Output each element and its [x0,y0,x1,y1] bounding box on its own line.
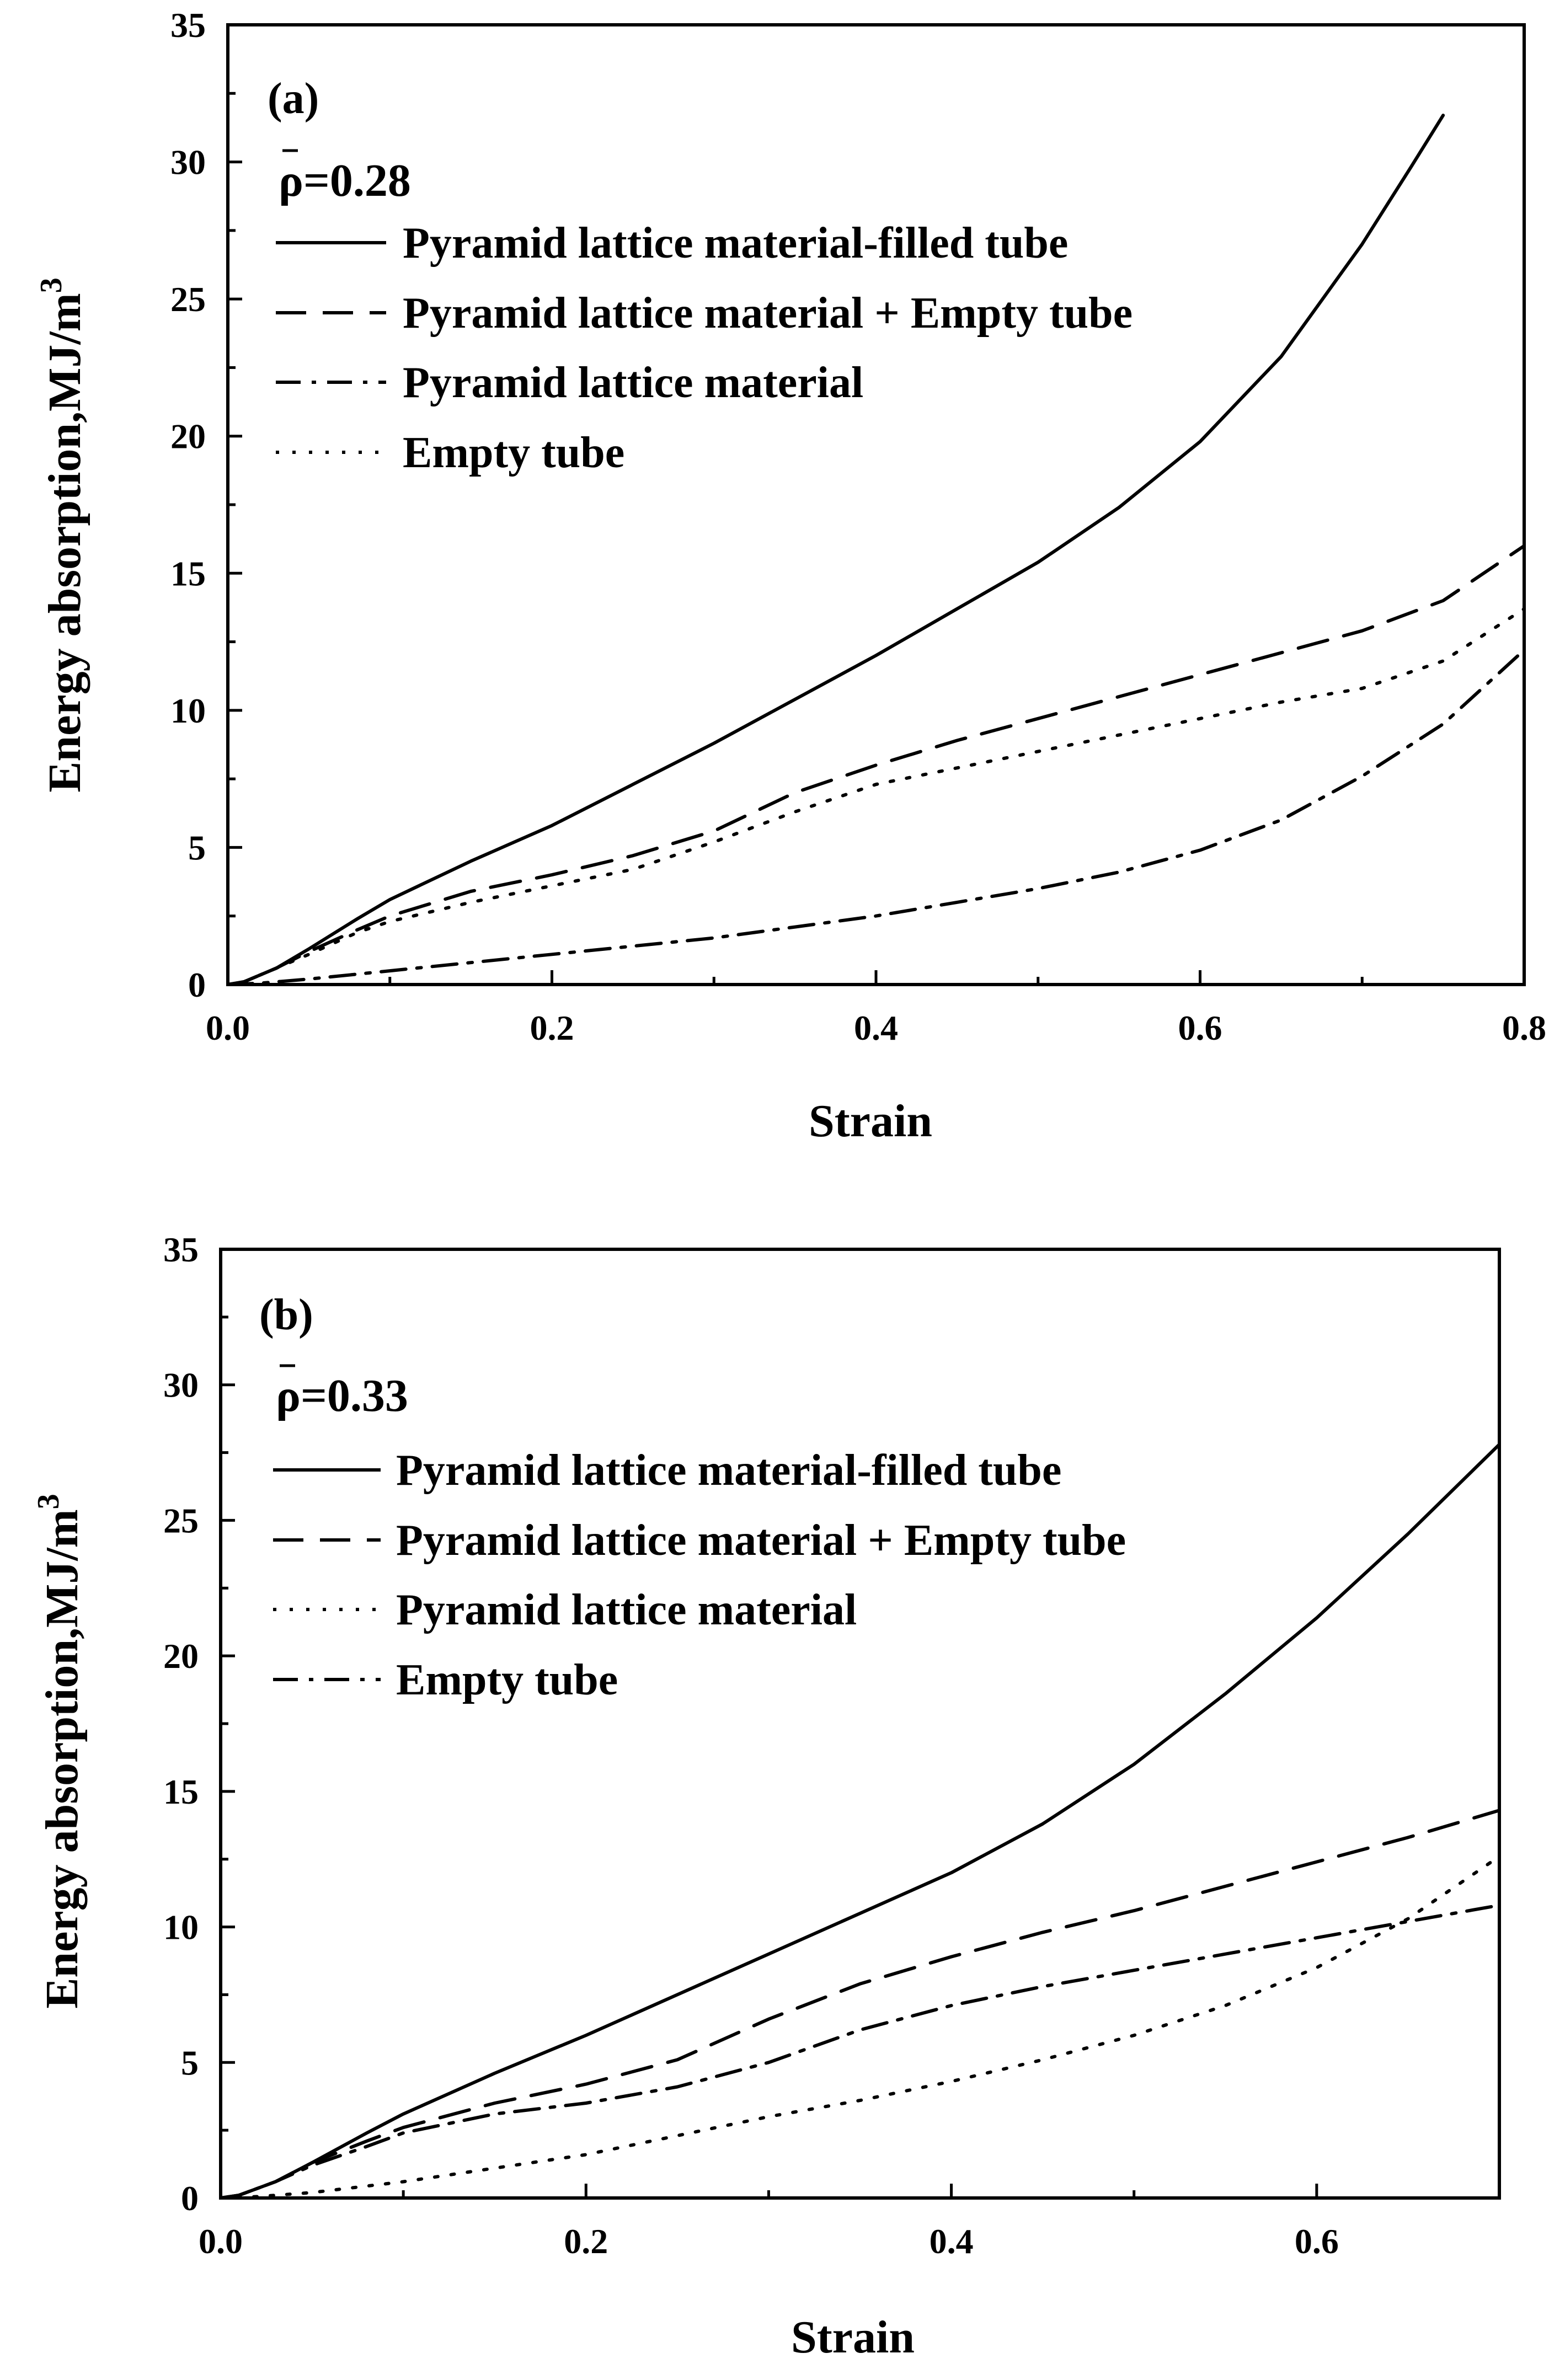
y-tick-label: 0 [181,2179,199,2218]
legend-label-empty-tube: Empty tube [396,1656,618,1704]
x-tick-label: 0.2 [530,1008,574,1047]
panel-b-series [219,1442,1501,2200]
y-tick-label: 0 [188,965,206,1004]
series-line-dashed [219,1809,1501,2200]
series-line-dashdot [219,1903,1501,2200]
y-axis-title-superscript: 3 [31,1494,66,1509]
chart-panel-b: 0 5 10 15 20 25 30 35 0.0 0.2 0.4 0.6 St… [31,1230,1501,2363]
y-tick-label: 25 [170,280,206,319]
legend-label-lattice-plus-empty: Pyramid lattice material + Empty tube [403,289,1133,338]
panel-a-x-axis-title: Strain [809,1095,932,1147]
panel-a-plot-frame [226,23,1526,986]
series-line-dotted [219,1854,1501,2200]
density-symbol: ρ [276,1370,301,1421]
legend-label-lattice: Pyramid lattice material [396,1586,857,1634]
series-line-dashed [226,544,1526,986]
legend-label-filled-tube: Pyramid lattice material-filled tube [396,1446,1061,1495]
y-tick-label: 10 [170,691,206,730]
panel-b-density-label: ρ=0.33 [276,1370,408,1421]
x-tick-label: 0.4 [930,2222,974,2261]
panel-b-label: (b) [259,1291,313,1339]
x-tick-label: 0.0 [206,1008,250,1047]
panel-a-series [226,114,1526,986]
y-tick-label: 10 [163,1908,199,1947]
panel-b-x-axis-title: Strain [791,2312,915,2363]
series-line-dotted [226,607,1526,986]
x-tick-label: 0.4 [854,1008,898,1047]
panel-a-label: (a) [268,74,319,123]
panel-b-legend: Pyramid lattice material-filled tube Pyr… [273,1446,1126,1704]
y-tick-label: 35 [163,1230,199,1269]
legend-label-lattice-plus-empty: Pyramid lattice material + Empty tube [396,1516,1126,1565]
series-line-dashdot [226,648,1526,986]
y-tick-label: 5 [181,2043,199,2082]
panel-a-density-label: ρ=0.28 [279,155,411,206]
y-tick-label: 25 [163,1501,199,1540]
x-tick-label: 0.8 [1502,1008,1546,1047]
y-axis-title-text: Energy absorption,MJ/m [39,293,90,792]
panel-b-y-axis-title: Energy absorption,MJ/m3 [31,1494,88,2008]
density-value: =0.28 [303,155,411,206]
density-value: =0.33 [301,1370,408,1421]
y-tick-label: 30 [170,143,206,182]
series-line-solid [219,1442,1501,2200]
y-axis-title-text: Energy absorption,MJ/m [36,1509,88,2008]
x-tick-label: 0.0 [199,2222,243,2261]
series-line-solid [226,114,1445,986]
y-tick-label: 15 [163,1772,199,1811]
y-axis-title-superscript: 3 [34,277,68,293]
y-tick-label: 5 [188,828,206,867]
x-tick-label: 0.2 [564,2222,608,2261]
legend-label-filled-tube: Pyramid lattice material-filled tube [403,219,1068,268]
y-tick-label: 15 [170,554,206,593]
panel-b-plot-frame [219,1248,1501,2200]
density-symbol: ρ [279,155,303,206]
x-tick-label: 0.6 [1295,2222,1339,2261]
panel-a-x-tick-labels: 0.0 0.2 0.4 0.6 0.8 [206,1008,1546,1047]
panel-b-x-tick-labels: 0.0 0.2 0.4 0.6 [199,2222,1339,2261]
y-tick-label: 35 [170,6,206,45]
panel-a-y-tick-labels: 0 5 10 15 20 25 30 35 [170,6,206,1004]
y-tick-label: 20 [163,1636,199,1676]
panel-b-y-tick-labels: 0 5 10 15 20 25 30 35 [163,1230,199,2218]
legend-label-lattice: Pyramid lattice material [403,359,863,407]
x-tick-label: 0.6 [1178,1008,1222,1047]
panel-a-y-axis-title: Energy absorption,MJ/m3 [34,277,90,792]
chart-panel-a: 0 5 10 15 20 25 30 35 0.0 0.2 0.4 0.6 0.… [34,6,1546,1147]
panel-a-legend: Pyramid lattice material-filled tube Pyr… [276,219,1133,477]
y-tick-label: 30 [163,1366,199,1405]
y-tick-label: 20 [170,417,206,456]
legend-label-empty-tube: Empty tube [403,429,624,477]
